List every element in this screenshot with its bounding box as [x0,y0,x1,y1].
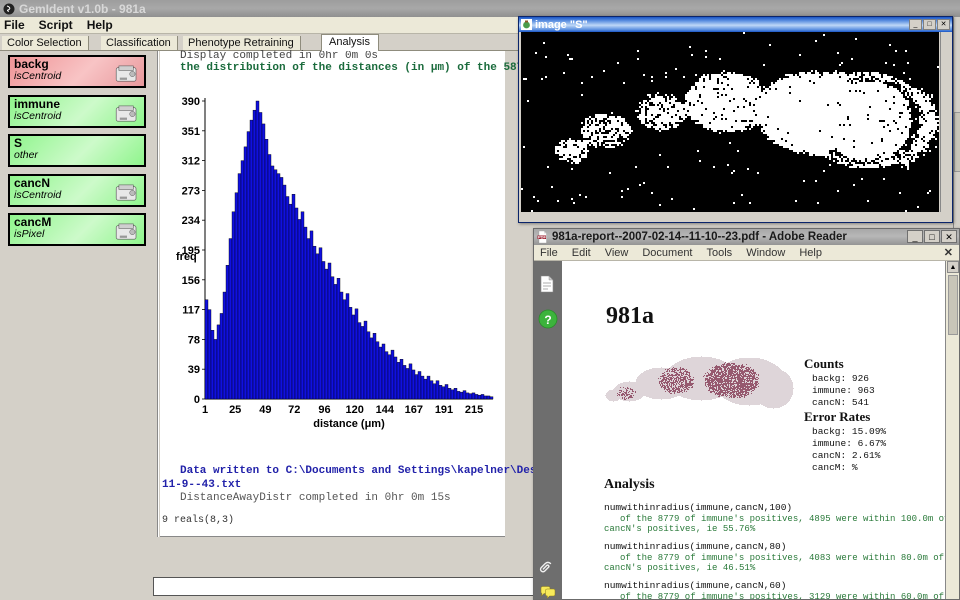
svg-text:120: 120 [346,404,364,416]
svg-text:distance (μm): distance (μm) [313,418,385,430]
svg-text:25: 25 [229,404,241,416]
svg-text:351: 351 [182,126,200,138]
svg-text:144: 144 [376,404,395,416]
svg-text:167: 167 [405,404,423,416]
svg-text:freq: freq [176,251,197,263]
svg-text:72: 72 [288,404,300,416]
svg-text:156: 156 [182,275,200,287]
svg-text:78: 78 [188,334,200,346]
svg-text:39: 39 [188,364,200,376]
svg-text:390: 390 [182,96,200,108]
svg-text:191: 191 [435,404,453,416]
svg-text:117: 117 [182,305,200,317]
svg-text:96: 96 [318,404,330,416]
svg-text:49: 49 [259,404,271,416]
svg-text:312: 312 [182,156,200,168]
svg-text:0: 0 [194,394,200,406]
svg-text:1: 1 [202,404,208,416]
svg-text:234: 234 [182,215,201,227]
svg-text:215: 215 [465,404,483,416]
svg-text:273: 273 [182,185,200,197]
svg-text:?: ? [544,313,551,327]
svg-text:PDF: PDF [538,235,547,240]
